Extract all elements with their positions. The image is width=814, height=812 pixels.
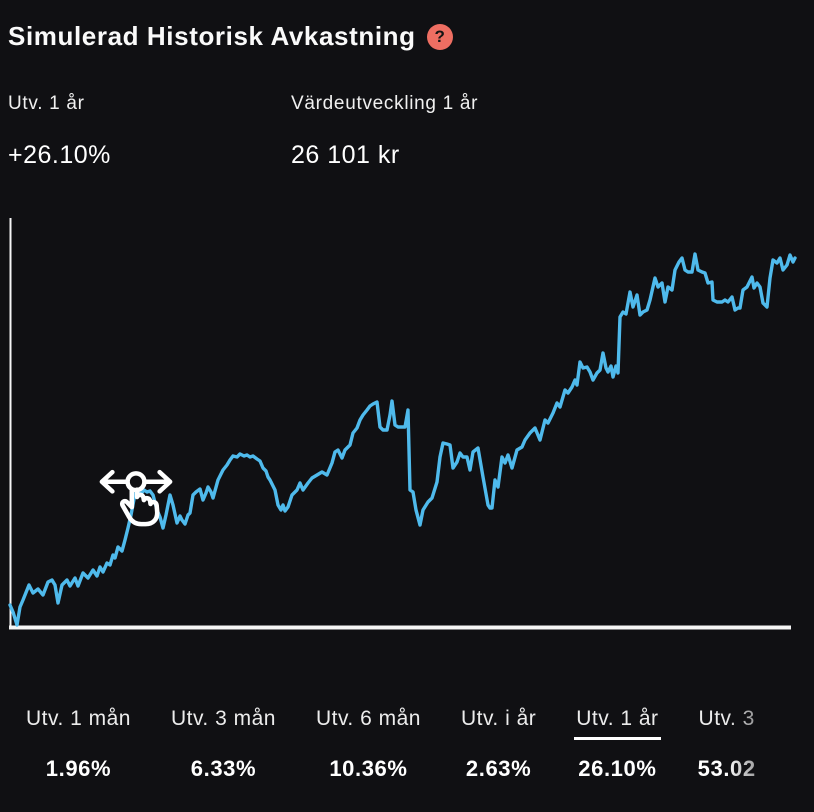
period-tab-value: 26.10% xyxy=(578,756,657,781)
performance-chart-svg xyxy=(8,218,797,630)
period-tab-value: 2.63% xyxy=(465,756,532,781)
page-title: Simulerad Historisk Avkastning xyxy=(8,21,416,51)
help-icon[interactable]: ? xyxy=(426,23,453,50)
header: Simulerad Historisk Avkastning ? xyxy=(8,21,453,52)
period-tab-value: 6.33% xyxy=(190,756,257,781)
summary-value-1y: Värdeutveckling 1 år 26 101 kr xyxy=(291,93,574,170)
swipe-horizontal-icon xyxy=(99,469,173,527)
period-tab-1man[interactable]: Utv. 1 mån 1.96% xyxy=(24,703,133,795)
period-tab-6man[interactable]: Utv. 6 mån 10.36% xyxy=(314,703,423,795)
period-tab-label: Utv. 3 mån xyxy=(170,707,276,730)
period-tab-3man[interactable]: Utv. 3 mån 6.33% xyxy=(169,703,278,795)
summary-return-1y: Utv. 1 år +26.10% xyxy=(8,93,291,170)
period-tab-value: 10.36% xyxy=(329,756,408,781)
summary-valuedev-label: Värdeutveckling 1 år xyxy=(291,93,479,114)
period-tab-label: Utv. i år xyxy=(460,707,537,730)
period-tab-iar[interactable]: Utv. i år 2.63% xyxy=(459,703,538,795)
summary-return-label: Utv. 1 år xyxy=(8,93,85,114)
period-tab-label: Utv. 1 mån xyxy=(26,707,131,730)
return-line xyxy=(8,252,797,627)
period-tab-value: 53.02 xyxy=(697,756,756,781)
summary-return-value: +26.10% xyxy=(8,141,111,169)
period-selector[interactable]: Utv. 1 mån 1.96% Utv. 3 mån 6.33% Utv. 6… xyxy=(0,703,814,795)
summary-valuedev-value: 26 101 kr xyxy=(291,141,400,169)
performance-chart[interactable] xyxy=(0,210,814,650)
period-tab-3ar[interactable]: Utv. 3 53.02 xyxy=(697,703,757,795)
period-tab-1ar[interactable]: Utv. 1 år 26.10% xyxy=(574,703,661,795)
period-tab-label: Utv. 6 mån xyxy=(315,707,421,730)
period-tab-value: 1.96% xyxy=(45,756,112,781)
summary-stats: Utv. 1 år +26.10% Värdeutveckling 1 år 2… xyxy=(8,93,574,170)
period-tab-label: Utv. 1 år xyxy=(574,703,661,740)
period-tab-label: Utv. 3 xyxy=(698,707,755,730)
